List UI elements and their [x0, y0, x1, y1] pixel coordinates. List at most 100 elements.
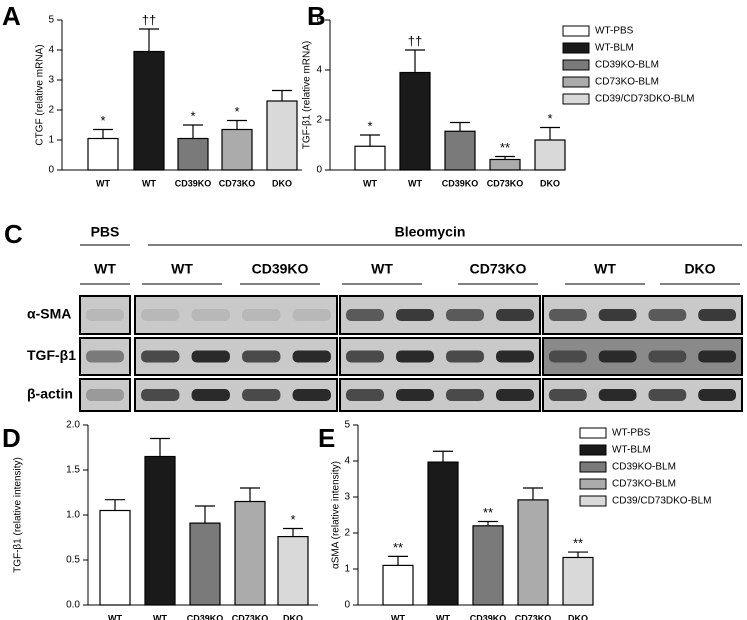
annotation: ** — [500, 140, 510, 155]
bar — [562, 556, 594, 606]
y-tick-label: 3 — [344, 492, 350, 503]
legend-label: WT-BLM — [595, 43, 634, 54]
x-tick-label: DKO — [540, 178, 560, 188]
blot-band — [648, 350, 687, 363]
panel-label: B — [307, 1, 326, 31]
annotation: ** — [393, 540, 403, 555]
y-tick-label: 4 — [316, 65, 322, 76]
bar — [517, 499, 549, 606]
blot-band — [698, 350, 737, 363]
bar — [534, 139, 566, 171]
blot-band — [446, 309, 484, 321]
blot-band — [648, 309, 687, 321]
bar — [177, 137, 209, 171]
y-tick-label: 4 — [48, 45, 54, 56]
group-label: Bleomycin — [395, 224, 466, 240]
bar — [189, 522, 221, 606]
y-tick-label: 1 — [344, 564, 350, 575]
blot-band — [346, 309, 384, 321]
blot-band — [446, 389, 484, 401]
blot-band — [548, 309, 587, 321]
y-tick-label: 2 — [48, 105, 54, 116]
blot-band — [598, 350, 637, 363]
blot-band — [141, 350, 180, 363]
x-tick-label: CD39KO — [175, 178, 212, 188]
y-tick-label: 6 — [316, 15, 322, 26]
y-tick-label: 3 — [48, 75, 54, 86]
legend-swatch — [579, 495, 607, 507]
y-tick-label: 0 — [316, 165, 322, 176]
blot-band — [698, 309, 737, 321]
x-tick-label: CD73KO — [515, 613, 552, 620]
panel-label: A — [2, 1, 21, 31]
annotation: ** — [483, 505, 493, 520]
bar — [354, 145, 386, 171]
legend-swatch — [562, 93, 590, 105]
legend-label: CD39/CD73DKO-BLM — [612, 496, 711, 507]
x-tick-label: CD39KO — [187, 613, 224, 620]
bar — [472, 525, 504, 606]
row-label: α-SMA — [27, 306, 71, 322]
legend-swatch — [562, 59, 590, 71]
legend-swatch — [562, 42, 590, 54]
x-tick-label: WT — [436, 613, 450, 620]
annotation: †† — [408, 33, 422, 48]
genotype-label: CD39KO — [252, 261, 309, 277]
blot-band — [191, 309, 230, 321]
blot-band — [292, 389, 331, 401]
x-tick-label: WT — [108, 613, 122, 620]
blot-band — [446, 350, 484, 363]
annotation: ** — [573, 536, 583, 551]
annotation: * — [367, 118, 372, 133]
x-tick-label: WT — [153, 613, 167, 620]
x-tick-label: DKO — [272, 178, 292, 188]
y-tick-label: 4 — [344, 456, 350, 467]
genotype-label: WT — [371, 261, 393, 277]
legend-swatch — [579, 461, 607, 473]
y-tick-label: 0 — [344, 600, 350, 611]
genotype-label: WT — [94, 261, 116, 277]
blot-band — [141, 309, 180, 321]
x-tick-label: DKO — [568, 613, 588, 620]
bar — [277, 535, 309, 606]
bar — [234, 500, 266, 606]
blot-band — [648, 389, 687, 401]
annotation: * — [290, 512, 295, 527]
blot-band — [86, 389, 124, 401]
x-tick-label: WT — [363, 178, 377, 188]
panel-label: C — [4, 219, 23, 249]
legend-label: CD39/CD73DKO-BLM — [595, 94, 694, 105]
y-tick-label: 2 — [344, 528, 350, 539]
y-tick-label: 2.0 — [66, 420, 80, 431]
row-label: TGF-β1 — [27, 347, 76, 363]
legend-label: WT-PBS — [595, 26, 634, 37]
annotation: †† — [142, 12, 156, 27]
legend-label: WT-PBS — [612, 428, 651, 439]
x-tick-label: WT — [142, 178, 156, 188]
legend-label: CD73KO-BLM — [612, 479, 676, 490]
y-axis-label: TGF-β1 (relative mRNA) — [302, 41, 313, 150]
legend-label: WT-BLM — [612, 445, 651, 456]
blot-band — [396, 389, 434, 401]
y-tick-label: 5 — [344, 420, 350, 431]
y-axis-label: TGF-β1 (relative intensity) — [13, 457, 24, 573]
blot-band — [598, 389, 637, 401]
genotype-label: DKO — [684, 261, 715, 277]
y-tick-label: 1 — [48, 135, 54, 146]
blot-band — [191, 389, 230, 401]
blot-band — [86, 350, 124, 363]
blot-band — [396, 350, 434, 363]
y-tick-label: 0.5 — [66, 555, 80, 566]
x-tick-label: CD73KO — [487, 178, 524, 188]
legend-swatch — [562, 76, 590, 88]
blot-band — [548, 389, 587, 401]
legend-swatch — [579, 478, 607, 490]
legend-swatch — [579, 427, 607, 439]
y-tick-label: 0 — [48, 165, 54, 176]
blot-band — [598, 309, 637, 321]
x-tick-label: CD73KO — [232, 613, 269, 620]
blot-band — [496, 350, 534, 363]
panel-label: E — [318, 423, 335, 453]
blot-band — [242, 350, 281, 363]
